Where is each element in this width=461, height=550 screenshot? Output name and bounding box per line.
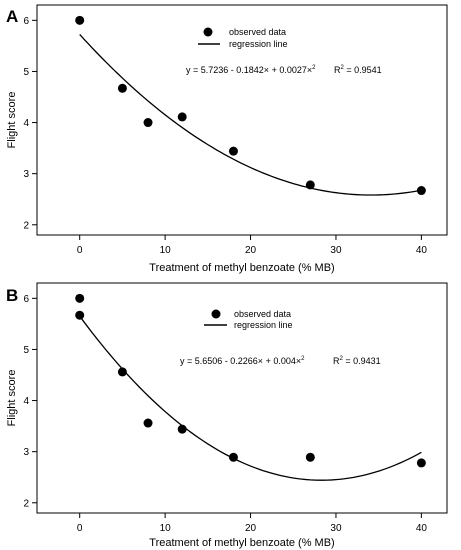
- panel-a-x-tick-label: 10: [160, 245, 172, 256]
- panel-b-plot-frame: [36, 282, 448, 514]
- panel-b-y-tick-label: 2: [23, 498, 29, 509]
- panel-b-group: 0 10 20 30 40 2 3 4 5 6 Treatment of methyl benzoa…: [6, 282, 448, 549]
- panel-a-group: 0 10 20 30 40 2 3 4 5 6 Treatment of methyl benzoa…: [6, 4, 448, 274]
- panel-a-data-point: [177, 112, 187, 122]
- panel-a-legend-label-line: regression line: [229, 39, 288, 49]
- panel-b-y-tick-label: 5: [23, 345, 29, 356]
- panel-a-y-tick-label: 3: [23, 169, 29, 180]
- panel-a-data-point: [228, 146, 238, 156]
- panel-a-y-tick-label: 2: [23, 220, 29, 231]
- panel-b-x-tick-label: 20: [245, 523, 257, 534]
- panel-a-data-point: [143, 118, 153, 128]
- panel-a-r-squared: R2 = 0.9541: [334, 65, 382, 75]
- panel-a-data-point: [117, 83, 127, 93]
- panel-a-letter: A: [6, 7, 18, 26]
- panel-a-y-tick-label: 4: [23, 118, 29, 129]
- panel-a-x-tick-label: 30: [330, 245, 342, 256]
- panel-b-data-point: [143, 418, 153, 428]
- panel-b-letter: B: [6, 286, 18, 305]
- panel-a-data-point: [305, 180, 315, 190]
- panel-b-r-squared-value: = 0.9431: [343, 356, 381, 366]
- panel-b-x-tick-label: 40: [416, 523, 428, 534]
- panel-a-regression-line: [79, 34, 422, 196]
- panel-a-regression-equation: y = 5.7236 - 0.1842× + 0.0027×2: [186, 65, 316, 75]
- panel-a-equation-exponent: 2: [312, 65, 316, 71]
- panel-a-data-point: [75, 15, 85, 25]
- panel-b-data-point: [177, 424, 187, 434]
- panel-b-y-tick-label: 3: [23, 447, 29, 458]
- panel-b-y-tick-label: 4: [23, 396, 29, 407]
- panel-b-data-point: [75, 293, 85, 303]
- panel-b-data-point: [75, 310, 85, 320]
- panel-b-data-point: [305, 452, 315, 462]
- panel-b-data-point: [416, 458, 426, 468]
- panel-b-regression-line: [79, 315, 422, 481]
- panel-a-x-tick-label: 0: [77, 245, 83, 256]
- panel-a-x-axis-label: Treatment of methyl benzoate (% MB): [149, 262, 334, 274]
- panel-b-x-tick-label: 0: [77, 523, 83, 534]
- panel-b-y-tick-label: 6: [23, 294, 29, 305]
- panel-a-y-tick-label: 5: [23, 67, 29, 78]
- panel-b-data-point: [228, 452, 238, 462]
- panel-a-r-squared-exponent: 2: [341, 65, 345, 71]
- panel-a-y-axis-label: Flight score: [6, 92, 18, 149]
- panel-a-legend-marker-points: [203, 27, 213, 37]
- panel-b-x-axis-label: Treatment of methyl benzoate (% MB): [149, 537, 334, 549]
- panel-b-y-axis-label: Flight score: [6, 370, 18, 427]
- panel-b-equation-exponent: 2: [301, 356, 305, 362]
- panel-b-x-tick-label: 30: [330, 523, 342, 534]
- panel-b-r-squared: R2 = 0.9431: [333, 356, 381, 366]
- panel-b-legend-label-line: regression line: [234, 320, 293, 330]
- panel-a-r-squared-value: = 0.9541: [344, 65, 382, 75]
- panel-b-legend-marker-points: [211, 309, 221, 319]
- panel-a-x-tick-label: 20: [245, 245, 257, 256]
- panel-a-r-squared-label: R: [334, 65, 341, 75]
- panel-a-x-tick-label: 40: [416, 245, 428, 256]
- panel-a-equation-main: y = 5.7236 - 0.1842× + 0.0027×: [186, 65, 312, 75]
- panel-a-y-tick-label: 6: [23, 16, 29, 27]
- panel-a-data-point: [416, 186, 426, 196]
- panel-b-r-squared-label: R: [333, 356, 340, 366]
- panel-b-r-squared-exponent: 2: [340, 356, 344, 362]
- panel-b-legend-label-points: observed data: [234, 309, 291, 319]
- panel-a-legend-label-points: observed data: [229, 27, 286, 37]
- panel-a-plot-frame: [36, 4, 448, 236]
- panel-b-data-point: [117, 367, 127, 377]
- panel-b-x-tick-label: 10: [160, 523, 172, 534]
- panel-b-regression-equation: y = 5.6506 - 0.2266× + 0.004×2: [180, 356, 305, 366]
- panel-b-equation-main: y = 5.6506 - 0.2266× + 0.004×: [180, 356, 301, 366]
